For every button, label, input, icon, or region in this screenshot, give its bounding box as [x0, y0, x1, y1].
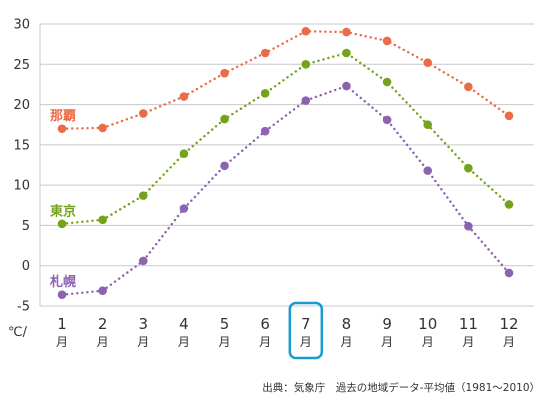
data-point: [342, 48, 351, 58]
x-tick-label: 5: [220, 315, 230, 333]
x-tick-label: 12: [499, 315, 518, 333]
data-point: [423, 120, 433, 130]
data-point: [138, 256, 148, 266]
y-axis: 30 25 20 15 10 5 0 -5: [13, 18, 30, 315]
x-tick-label: 9: [382, 315, 392, 333]
x-tick-label: 11: [459, 315, 478, 333]
y-tick-label: -5: [17, 300, 30, 315]
data-point: [301, 96, 311, 105]
series-label: 那覇: [50, 109, 76, 124]
x-tick-label: 3: [138, 315, 148, 333]
chart-grid: [39, 23, 534, 307]
data-point: [57, 290, 67, 300]
data-point: [504, 200, 514, 209]
x-tick-label: 2: [98, 315, 108, 333]
x-tick-unit: 月: [219, 335, 231, 349]
x-tick-unit: 月: [422, 335, 434, 349]
x-tick-unit: 月: [259, 335, 271, 349]
data-point: [98, 286, 107, 295]
y-tick-label: 5: [22, 219, 30, 234]
y-tick-label: 25: [13, 58, 30, 73]
x-tick-unit: 月: [178, 335, 190, 349]
data-point: [504, 111, 514, 121]
x-tick-label: 10: [418, 315, 437, 333]
data-point: [464, 82, 473, 92]
data-point: [98, 215, 107, 225]
data-point: [220, 68, 229, 78]
y-tick-label: 20: [13, 98, 30, 113]
series-line: [60, 30, 511, 130]
data-point: [179, 204, 189, 213]
highlight-box: [288, 301, 324, 360]
series-line: [60, 51, 511, 226]
data-point: [260, 126, 270, 136]
x-tick-label: 7: [301, 315, 311, 333]
x-tick-label: 6: [260, 315, 270, 333]
x-tick-unit: 月: [56, 335, 68, 349]
y-unit-label: ℃/: [8, 325, 28, 340]
data-point: [342, 81, 351, 91]
data-point: [423, 58, 433, 67]
y-tick-label: 30: [13, 18, 30, 33]
data-point: [301, 59, 311, 69]
data-point: [342, 27, 351, 37]
x-tick-unit: 月: [381, 335, 393, 349]
data-point: [464, 221, 473, 231]
data-point: [138, 191, 148, 200]
data-point: [179, 149, 189, 159]
data-point: [98, 123, 107, 133]
x-tick-unit: 月: [97, 335, 109, 349]
x-tick-unit: 月: [300, 335, 312, 349]
x-tick-label: 8: [342, 315, 352, 333]
source-note: 出典：気象庁 過去の地域データ-平均値（1981〜2010）: [262, 381, 540, 394]
data-point: [504, 268, 514, 278]
x-tick-unit: 月: [462, 335, 474, 349]
y-tick-label: 15: [13, 138, 30, 153]
series-2: 札幌: [49, 81, 514, 300]
x-tick-label: 4: [179, 315, 189, 333]
data-point: [138, 109, 148, 118]
data-point: [260, 48, 270, 58]
data-point: [301, 26, 311, 36]
data-point: [464, 163, 473, 173]
x-tick-unit: 月: [340, 335, 352, 349]
data-point: [382, 115, 392, 125]
series-label: 札幌: [49, 274, 76, 290]
y-tick-label: 10: [13, 179, 30, 194]
data-point: [382, 36, 392, 46]
data-point: [423, 166, 433, 175]
data-point: [220, 114, 229, 124]
data-point: [57, 124, 67, 134]
x-tick-label: 1: [57, 315, 67, 333]
x-tick-unit: 月: [503, 335, 515, 349]
data-point: [57, 219, 67, 229]
y-tick-label: 0: [22, 259, 30, 274]
data-point: [382, 77, 392, 87]
series-line: [60, 84, 511, 296]
highlight-layer: [288, 301, 324, 360]
data-point: [179, 92, 189, 101]
x-axis: 1 月 2 月 3 月 4 月 5 月 6 月 7 月 8 月 9 月 10 月 11 月 12 月: [56, 315, 519, 349]
series-label: 東京: [50, 203, 76, 219]
data-point: [220, 161, 229, 171]
series-0: 那覇: [50, 26, 514, 134]
data-point: [260, 88, 270, 98]
series-1: 東京: [50, 48, 514, 229]
x-tick-unit: 月: [137, 335, 149, 349]
